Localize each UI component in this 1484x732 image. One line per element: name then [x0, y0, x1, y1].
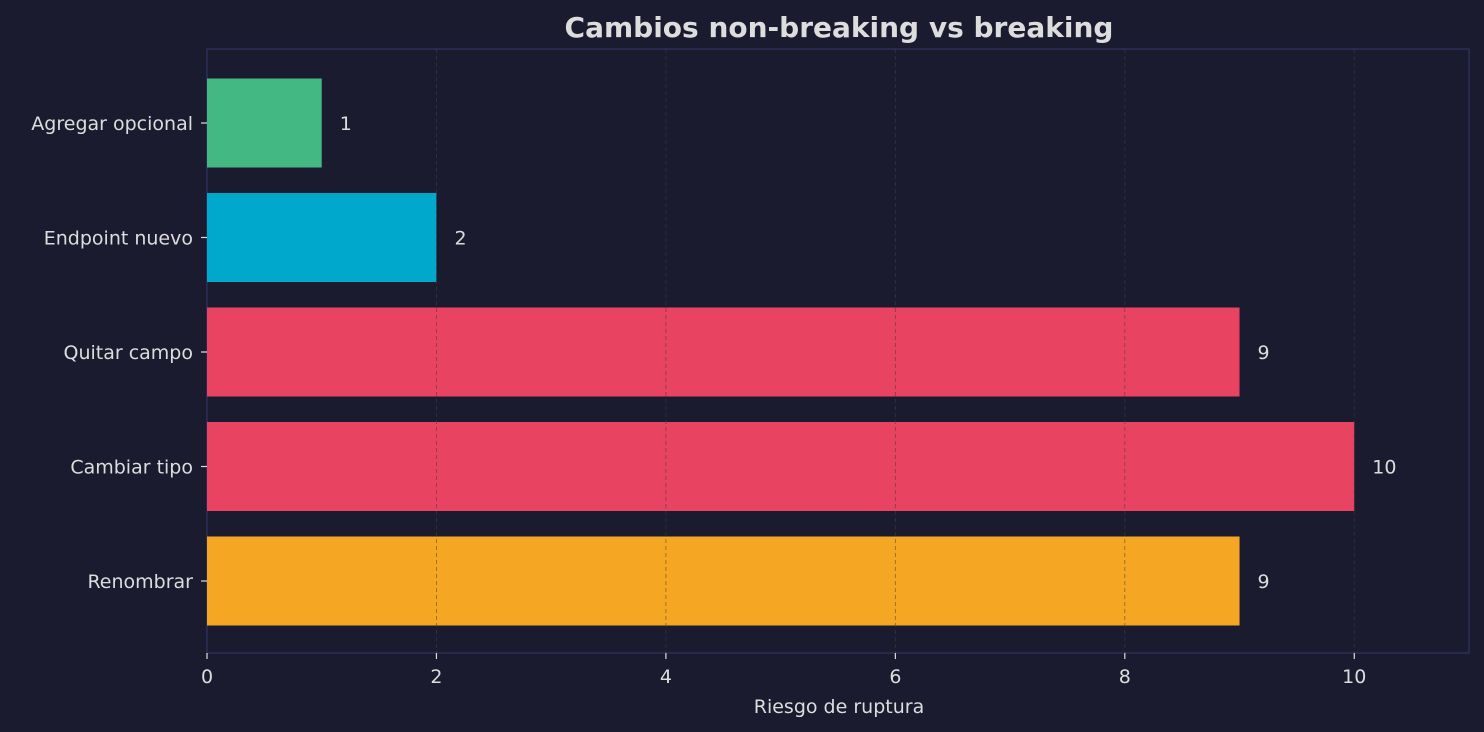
- x-tick-label: 4: [660, 666, 672, 688]
- x-tick-label: 10: [1342, 666, 1366, 688]
- x-tick-label: 0: [201, 666, 213, 688]
- y-tick-label: Agregar opcional: [31, 113, 193, 135]
- grid-lines-overlay: [436, 49, 1355, 653]
- y-axis: Agregar opcional Endpoint nuevo Quitar cam…: [31, 113, 207, 593]
- x-tick-label: 8: [1119, 666, 1131, 688]
- x-tick-label: 2: [430, 666, 442, 688]
- x-tick-label: 6: [889, 666, 901, 688]
- value-label: 9: [1258, 342, 1270, 364]
- bar: [207, 78, 322, 168]
- bar: [207, 193, 437, 282]
- y-tick-label: Cambiar tipo: [70, 457, 193, 479]
- value-label: 1: [340, 113, 352, 135]
- bar: [207, 422, 1355, 511]
- x-axis: 0 2 4 6 8 10: [201, 653, 1366, 688]
- value-label: 9: [1258, 571, 1270, 593]
- value-labels: 1 2 9 10 9: [340, 113, 1397, 593]
- bar: [207, 307, 1240, 397]
- y-tick-label: Quitar campo: [63, 342, 193, 364]
- x-axis-label: Riesgo de ruptura: [754, 696, 924, 718]
- value-label: 2: [454, 228, 466, 250]
- bars: [207, 78, 1355, 626]
- bar: [207, 536, 1240, 626]
- y-tick-label: Renombrar: [87, 571, 193, 593]
- y-tick-label: Endpoint nuevo: [44, 228, 193, 250]
- value-label: 10: [1372, 457, 1396, 479]
- chart-title: Cambios non-breaking vs breaking: [565, 11, 1114, 44]
